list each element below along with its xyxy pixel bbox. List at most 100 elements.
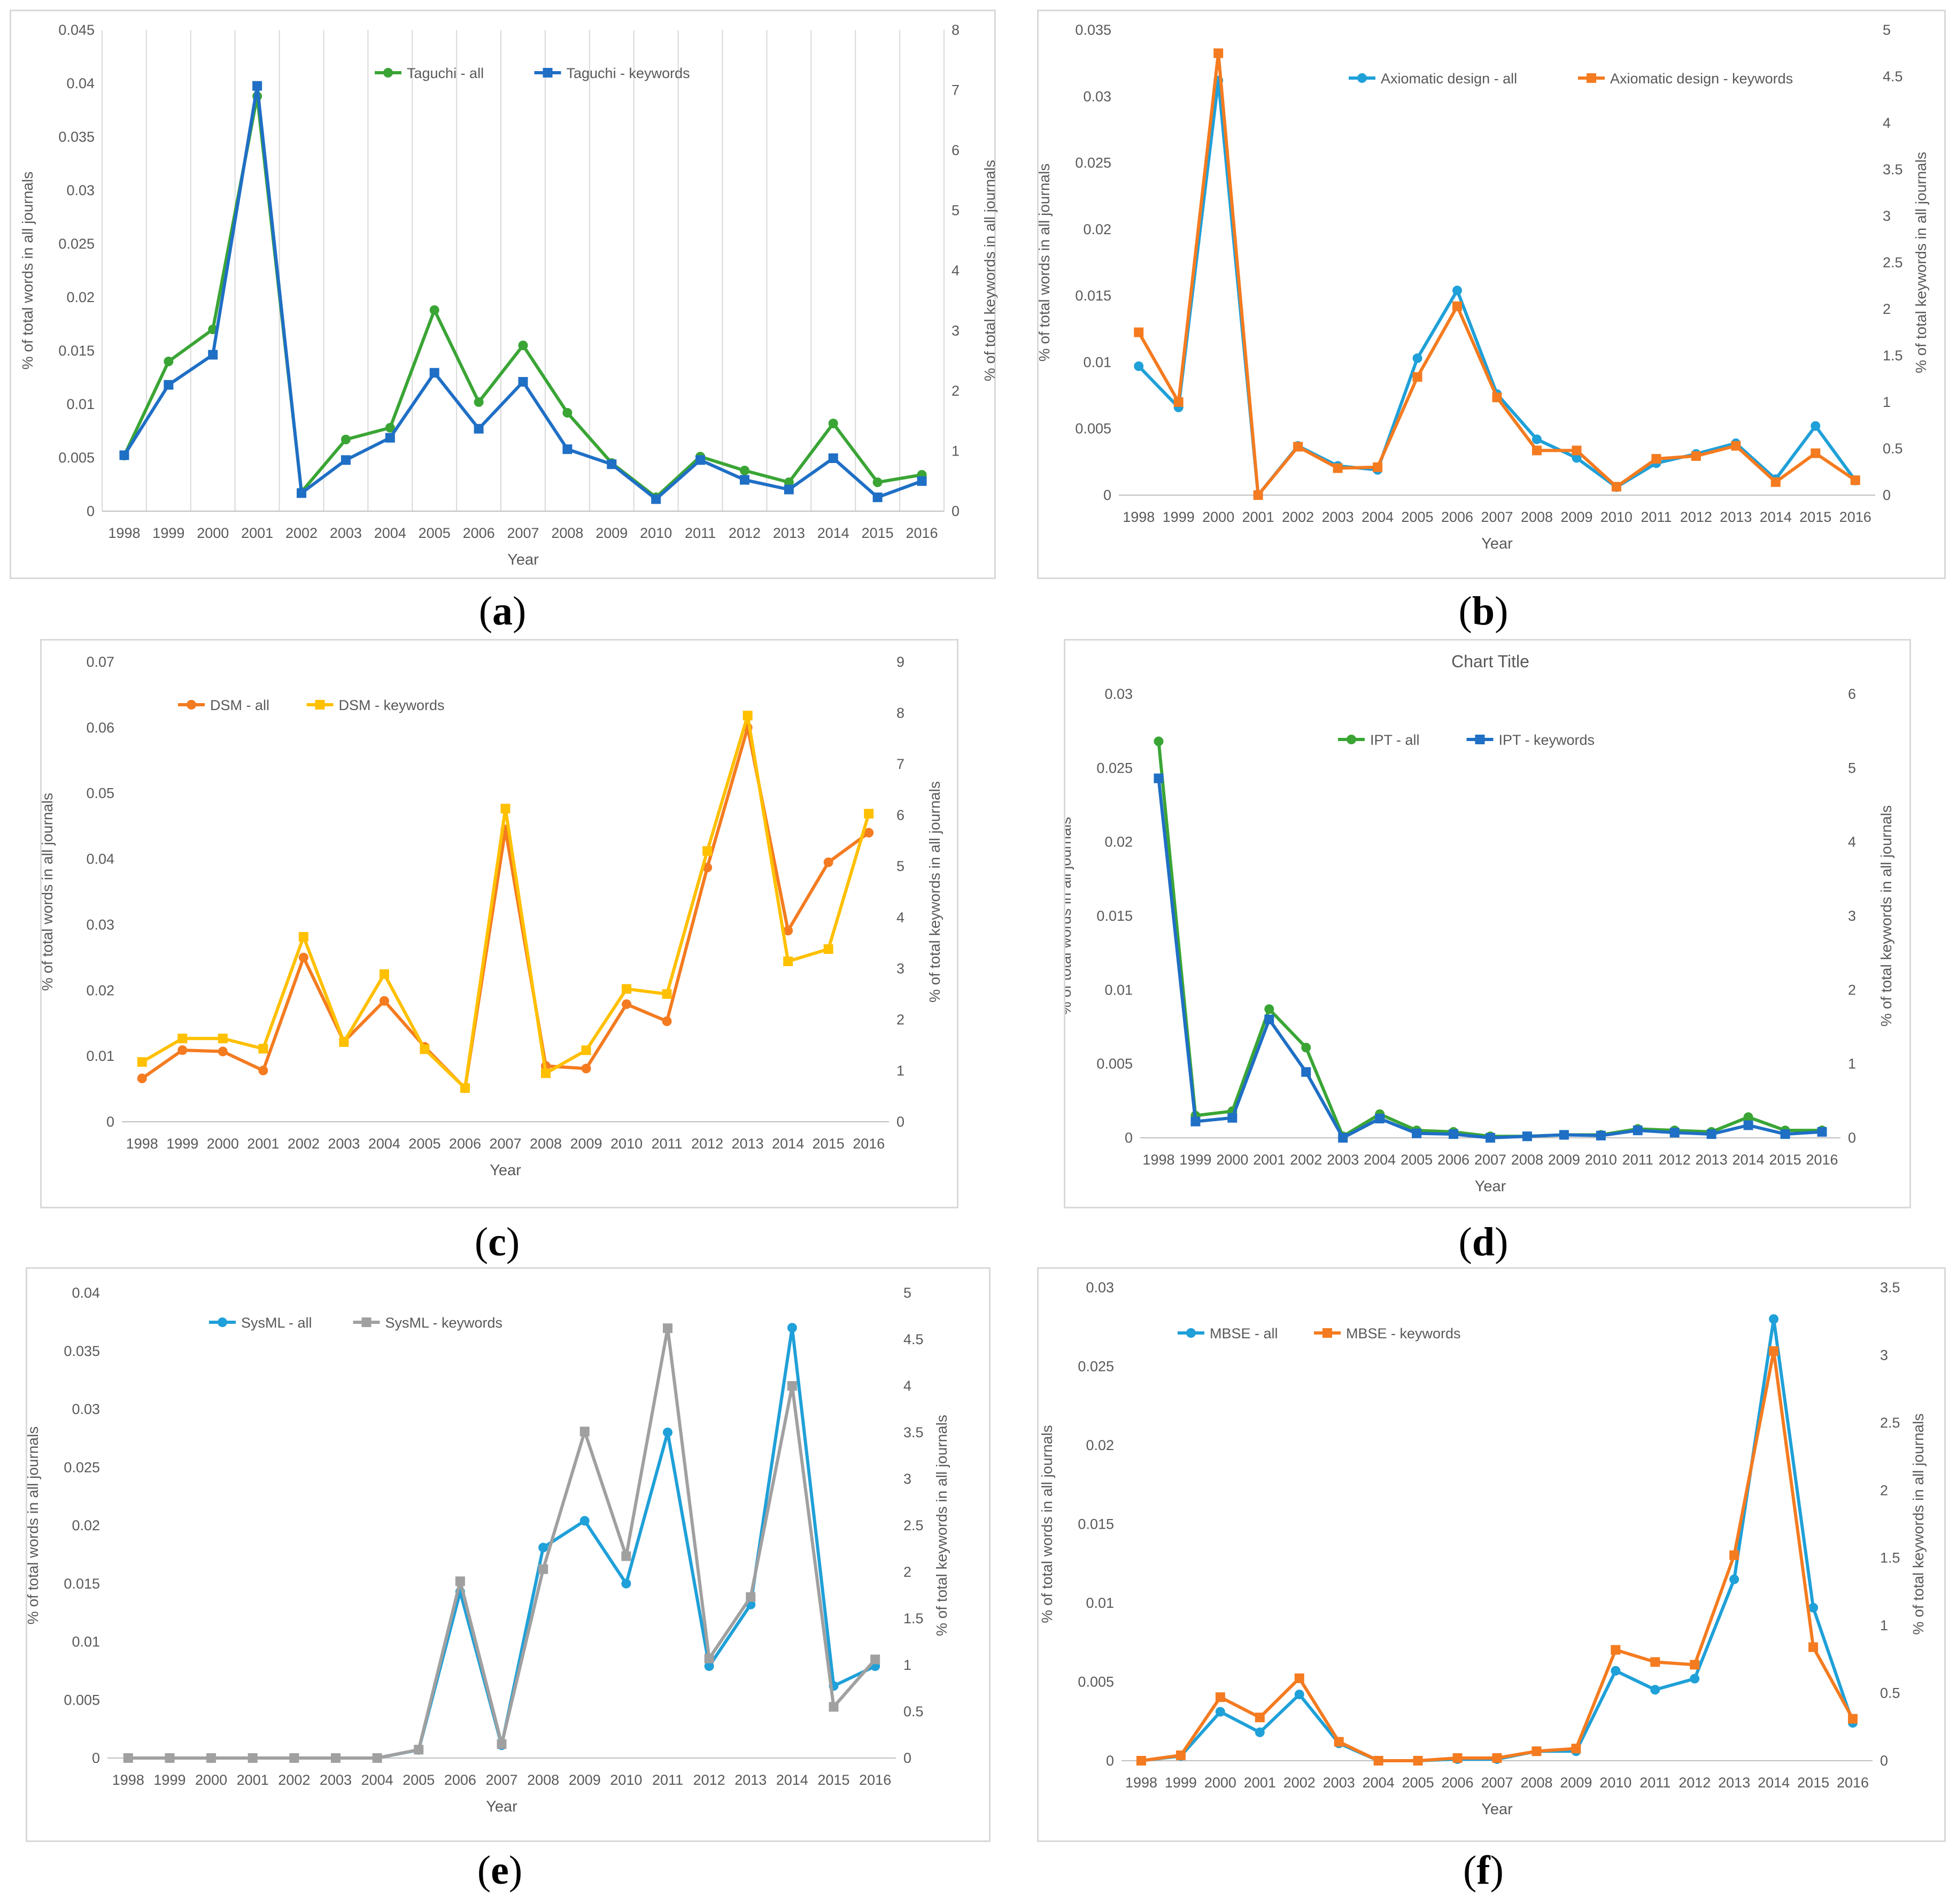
chart-e-series-2-point — [663, 1323, 673, 1333]
chart-a-series-1-point — [562, 408, 573, 418]
chart-a-series-1-point — [518, 341, 528, 350]
chart-b-series-2-point — [1173, 397, 1184, 407]
chart-b-xtick-label: 2015 — [1799, 509, 1831, 525]
chart-b-y2tick-label: 3.5 — [1883, 161, 1903, 178]
chart-d-series-2-point — [1375, 1114, 1385, 1124]
chart-f-series-2-point — [1373, 1756, 1383, 1766]
chart-b-series-2-point — [1293, 442, 1303, 452]
legend-d-label-2: IPT - keywords — [1499, 732, 1595, 748]
chart-d-series-line-1 — [1157, 741, 1822, 1138]
chart-a-xtick-label: 2011 — [685, 525, 716, 541]
chart-f-series-2-point — [1808, 1642, 1819, 1652]
chart-c-series-2-point — [137, 1057, 147, 1067]
chart-b-y2tick-label: 1.5 — [1883, 348, 1903, 364]
chart-a-xlabel: Year — [507, 551, 539, 568]
chart-d-xtick-label: 2014 — [1732, 1152, 1765, 1168]
chart-b-ytick-label: 0.025 — [1075, 155, 1111, 171]
legend-e-label-2: SysML - keywords — [385, 1315, 503, 1331]
chart-f-series-2-point — [1492, 1753, 1502, 1763]
chart-c-xtick-label: 2007 — [489, 1136, 521, 1152]
chart-f-y2tick-label: 2 — [1880, 1482, 1888, 1498]
chart-a-series-2-point — [872, 492, 883, 503]
chart-e-xtick-label: 2009 — [569, 1772, 601, 1788]
chart-c-xtick-label: 1998 — [126, 1136, 158, 1152]
chart-e-xtick-label: 2010 — [610, 1772, 642, 1788]
chart-f-series-1-point — [1769, 1314, 1779, 1324]
chart-d-ytick-label: 0.03 — [1104, 686, 1133, 702]
chart-c-xtick-label: 2011 — [652, 1136, 683, 1152]
chart-f-series-2-point — [1175, 1750, 1186, 1760]
caption-a: (a) — [478, 589, 527, 634]
chart-b-series-line-2 — [1137, 51, 1857, 497]
chart-f-xtick-label: 2011 — [1639, 1775, 1670, 1791]
chart-e-xtick-label: 2006 — [444, 1772, 476, 1788]
chart-b-xtick-label: 2004 — [1362, 509, 1394, 525]
chart-c-series-1-point — [258, 1066, 268, 1076]
chart-f-series-1-point — [1215, 1707, 1225, 1717]
chart-c-ytick-label: 0.03 — [86, 916, 114, 932]
chart-c-ytick-label: 0.06 — [86, 720, 114, 736]
chart-c-y2tick-label: 1 — [896, 1062, 904, 1078]
chart-d-series-2-point — [1264, 1014, 1274, 1024]
chart-d-series-1-point — [1301, 1043, 1311, 1053]
chart-e-ytick-label: 0 — [92, 1750, 100, 1766]
chart-f-series-2-point — [1611, 1645, 1621, 1655]
chart-e-xtick-label: 2002 — [278, 1772, 310, 1788]
chart-f-series-2-point — [1413, 1756, 1423, 1766]
chart-a-xtick-label: 2010 — [640, 525, 672, 541]
legend-a-label-1: Taguchi - all — [407, 65, 484, 81]
chart-c-svg: 0 0.01 0.02 0.03 0.04 0.05 0.06 0.07 0 1 2 3 4 5 6 7 8 9 1… — [42, 654, 943, 1179]
chart-f-series-1-point — [1650, 1685, 1660, 1695]
chart-f-ytick-label: 0.015 — [1078, 1516, 1114, 1532]
chart-d-series-1-point — [1154, 736, 1164, 746]
chart-c-series-2-point — [702, 846, 713, 856]
chart-b-ytick-label: 0.015 — [1075, 288, 1111, 304]
chart-d-xtick-label: 2004 — [1364, 1152, 1396, 1168]
chart-panel-e: 0 0.005 0.01 0.015 0.02 0.025 0.03 0.035 0.04 0 0.… — [26, 1267, 991, 1842]
chart-d-y2tick-label: 0 — [1848, 1130, 1856, 1146]
chart-e-y2tick-label: 4.5 — [903, 1331, 924, 1347]
chart-c-series-2-point — [823, 944, 833, 954]
legend-c-swatch-marker-2 — [315, 700, 325, 710]
chart-panel-a: 0 0.005 0.01 0.015 0.02 0.025 0.03 0.035 0.04 0.0… — [10, 10, 997, 579]
chart-a-xtick-label: 2001 — [241, 525, 273, 541]
chart-e-series-1-point — [787, 1323, 797, 1333]
chart-a-series-2-point — [562, 444, 573, 454]
chart-f-xlabel: Year — [1481, 1801, 1513, 1818]
chart-e-series-2-point — [746, 1592, 756, 1602]
chart-d-y2tick-label: 1 — [1848, 1056, 1856, 1072]
chart-a-xtick-label: 1999 — [152, 525, 184, 541]
chart-c-y2tick-label: 8 — [896, 705, 904, 721]
chart-c-series-2-point — [581, 1045, 591, 1055]
chart-e-xtick-label: 2013 — [734, 1772, 767, 1788]
chart-a-series-2-point — [385, 433, 395, 443]
chart-a-series-1-point — [739, 466, 749, 475]
chart-a-y2tick-label: 6 — [952, 142, 960, 158]
chart-a-ytick-label: 0.015 — [58, 343, 95, 359]
chart-a-series-1-point — [872, 477, 883, 487]
chart-c-series-1-point — [218, 1046, 228, 1057]
chart-e-xtick-label: 2011 — [652, 1772, 683, 1788]
chart-a-xtick-label: 2015 — [862, 525, 894, 541]
caption-b-letter: b — [1472, 589, 1495, 634]
chart-a-series-2-point — [917, 476, 927, 486]
chart-d-series-1-point — [1264, 1004, 1274, 1014]
chart-d-series-2-point — [1486, 1133, 1495, 1143]
chart-b-xtick-label: 2003 — [1322, 509, 1354, 525]
chart-b-y2tick-label: 2.5 — [1883, 255, 1903, 271]
chart-d-xtick-label: 2016 — [1806, 1152, 1838, 1168]
chart-c-ytick-label: 0.05 — [86, 785, 114, 801]
chart-e-series-2-point — [372, 1753, 382, 1763]
chart-b-ytick-label: 0.02 — [1083, 221, 1111, 237]
chart-a-y2tick-label: 5 — [952, 203, 960, 219]
chart-e-y2tick-label: 2 — [903, 1564, 911, 1580]
chart-f-ytick-label: 0.02 — [1086, 1437, 1114, 1453]
chart-c-xtick-label: 2004 — [368, 1136, 400, 1152]
legend-e-swatch-marker-1 — [218, 1317, 227, 1327]
caption-e-letter: e — [491, 1848, 509, 1893]
chart-e-series-2-point — [455, 1576, 465, 1586]
chart-b-xtick-label: 2009 — [1560, 509, 1592, 525]
chart-e-ytick-label: 0.005 — [64, 1692, 100, 1708]
chart-d-xtick-label: 2015 — [1769, 1152, 1801, 1168]
chart-c-series-2-point — [258, 1044, 268, 1054]
